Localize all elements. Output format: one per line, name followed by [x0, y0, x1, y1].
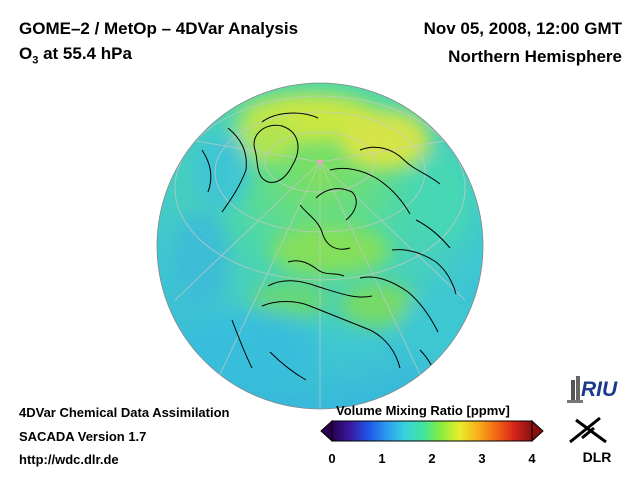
ozone-field — [157, 83, 483, 409]
species-subscript: 3 — [32, 54, 39, 67]
analysis-datetime: Nov 05, 2008, 12:00 GMT — [423, 19, 622, 38]
colorbar-gradient — [331, 420, 533, 442]
footer-url-link[interactable]: http://wdc.dlr.de — [19, 452, 119, 467]
species-name: O — [19, 44, 33, 63]
footer-version-label: SACADA Version 1.7 — [19, 429, 147, 444]
species-level-label: O3 at 55.4 hPa — [19, 44, 132, 66]
colorbar-tick: 3 — [478, 451, 486, 466]
colorbar-max-arrow — [531, 419, 544, 443]
pressure-level: at 55.4 hPa — [38, 44, 132, 63]
colorbar-tick: 2 — [428, 451, 436, 466]
colorbar-tick: 4 — [528, 451, 536, 466]
dlr-logo: DLR — [569, 416, 612, 465]
riu-logo-text: RIU — [581, 378, 618, 401]
north-pole-marker — [317, 159, 323, 165]
colorbar-tick: 1 — [378, 451, 386, 466]
hemisphere-label: Northern Hemisphere — [448, 47, 622, 66]
map-title: GOME–2 / MetOp – 4DVar Analysis — [19, 19, 299, 38]
colorbar — [320, 419, 544, 443]
coastlines — [201, 112, 457, 389]
colorbar-title: Volume Mixing Ratio [ppmv] — [336, 403, 510, 418]
colorbar-min-arrow — [320, 419, 333, 443]
footer-assimilation-label: 4DVar Chemical Data Assimilation — [19, 405, 230, 420]
dlr-logo-text: DLR — [583, 449, 612, 465]
riu-logo: RIU — [567, 376, 618, 403]
colorbar-tick: 0 — [328, 451, 336, 466]
